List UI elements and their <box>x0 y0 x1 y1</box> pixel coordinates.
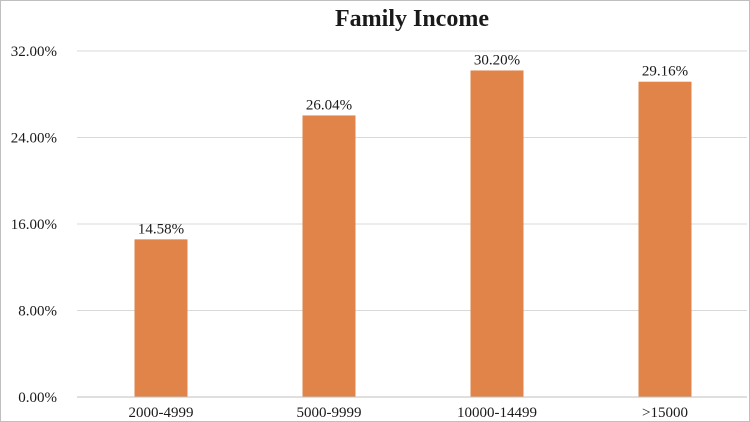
bar <box>134 239 188 397</box>
data-label: 29.16% <box>642 64 688 80</box>
data-label: 30.20% <box>474 52 520 68</box>
bar <box>302 115 356 397</box>
gridlines <box>77 50 747 311</box>
bar <box>470 70 524 398</box>
bar <box>638 81 692 398</box>
y-axis-ticks: 0.00% 8.00% 16.00% 24.00% 32.00% <box>11 44 57 406</box>
x-category-label: 5000-9999 <box>297 405 362 421</box>
y-tick-label: 32.00% <box>11 44 57 60</box>
chart-title: Family Income <box>335 6 489 32</box>
y-tick-label: 24.00% <box>11 131 57 147</box>
bars <box>134 70 692 398</box>
data-labels: 14.58% 26.04% 30.20% 29.16% <box>138 52 688 237</box>
x-axis-categories: 2000-4999 5000-9999 10000-14499 >15000 <box>129 405 688 421</box>
y-tick-label: 16.00% <box>11 217 57 233</box>
data-label: 14.58% <box>138 221 184 237</box>
x-category-label: 10000-14499 <box>457 405 537 421</box>
data-label: 26.04% <box>306 97 352 113</box>
y-tick-label: 0.00% <box>18 390 57 406</box>
x-category-label: >15000 <box>642 405 688 421</box>
x-category-label: 2000-4999 <box>129 405 194 421</box>
y-tick-label: 8.00% <box>18 304 57 320</box>
